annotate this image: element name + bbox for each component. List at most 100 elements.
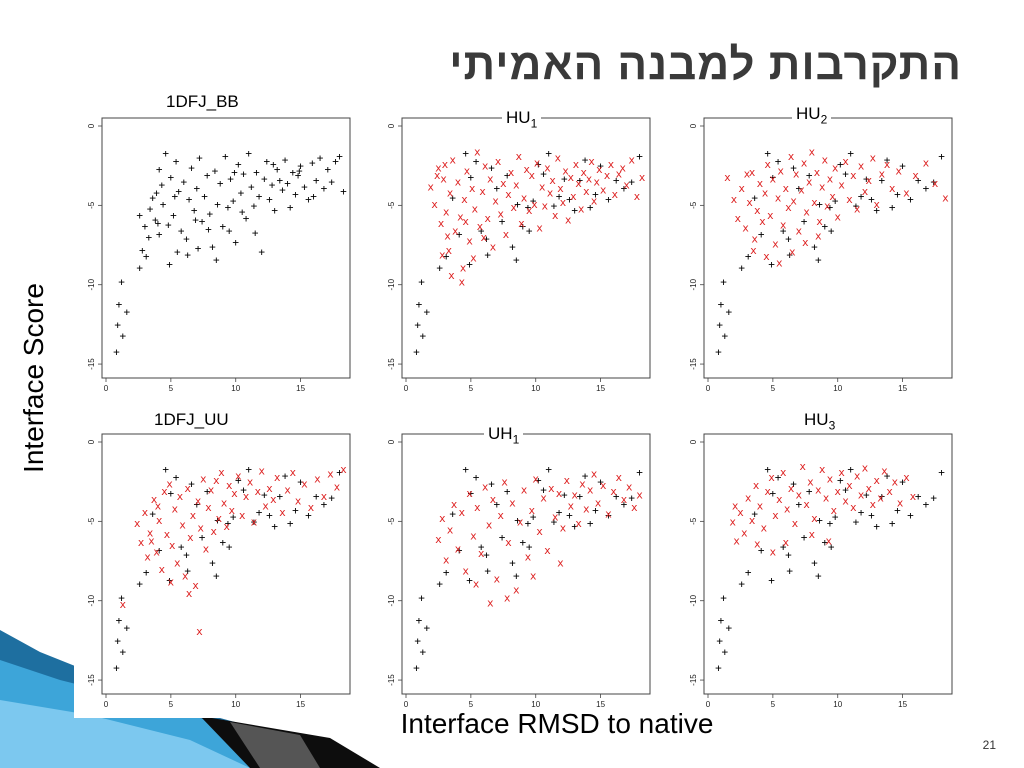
data-point-red: x [284, 484, 291, 497]
data-point-red: x [270, 493, 277, 506]
data-point-red: x [889, 182, 896, 195]
data-point-black: + [889, 517, 896, 530]
data-point-red: x [529, 169, 536, 182]
scatter-plot-svg: 0 5 10 150-5-10-15+++++++++++++++++++++++++… [87, 117, 351, 393]
data-point-red: x [724, 171, 731, 184]
data-point-black: + [484, 249, 491, 262]
data-point-black: + [449, 191, 456, 204]
data-point-red: x [850, 169, 857, 182]
data-point-red: x [591, 468, 598, 481]
data-point-red: x [557, 182, 564, 195]
data-point-black: + [873, 520, 880, 533]
data-point-red: x [824, 199, 831, 212]
data-point-black: + [183, 233, 190, 246]
data-point-red: x [595, 496, 602, 509]
data-point-red: x [764, 485, 771, 498]
data-point-red: x [497, 509, 504, 522]
data-point-red: x [477, 220, 484, 233]
scatter-panel-grid: 0 5 10 15 0 -5 -10 -15 + + + + + + + + + + + + + + + + + + + + + + + + +… [74, 92, 954, 718]
data-point-black: + [720, 276, 727, 289]
data-point-black: + [143, 566, 150, 579]
data-point-black: + [420, 329, 427, 342]
data-point-red: x [479, 185, 486, 198]
data-point-black: + [266, 193, 273, 206]
x-tick-label: 0 [104, 700, 109, 709]
data-point-black: + [847, 147, 854, 160]
scatter-plot-svg: 0 5 10 150-5-10-15+++++++++++++++++++++++++… [387, 433, 651, 709]
data-point-black: + [153, 187, 160, 200]
data-point-black: + [938, 150, 945, 163]
data-point-red: x [147, 526, 154, 539]
data-point-black: + [162, 463, 169, 476]
data-point-red: x [308, 501, 315, 514]
x-axis-label: Interface RMSD to native [400, 708, 714, 739]
data-point-red: x [754, 538, 761, 551]
scatter-panel-uh1: 0 5 10 15 0 -5 -10 -15 + + + + + + + + + + + + + + + + + + + + + + + + +… [374, 414, 662, 714]
data-point-red: x [427, 180, 434, 193]
data-point-black: + [605, 193, 612, 206]
data-point-red: x [801, 157, 808, 170]
data-point-black: + [160, 198, 167, 211]
data-point-red: x [567, 499, 574, 512]
data-point-red: x [744, 168, 751, 181]
data-point-black: + [628, 176, 635, 189]
data-point-black: + [328, 492, 335, 505]
data-point-red: x [565, 214, 572, 227]
data-point-red: x [608, 158, 615, 171]
data-point-red: x [873, 198, 880, 211]
data-point-red: x [903, 471, 910, 484]
data-point-red: x [540, 492, 547, 505]
data-point-red: x [776, 493, 783, 506]
y-tick-label: -10 [387, 278, 396, 290]
data-point-black: + [162, 147, 169, 160]
data-point-black: + [873, 204, 880, 217]
data-point-black: + [715, 345, 722, 358]
data-point-red: x [869, 498, 876, 511]
data-point-black: + [806, 169, 813, 182]
data-point-black: + [414, 318, 421, 331]
data-point-black: + [561, 488, 568, 501]
plot-frame [703, 433, 953, 695]
data-point-black: + [156, 544, 163, 557]
data-point-black: + [261, 488, 268, 501]
data-point-red: x [134, 517, 141, 530]
data-point-red: x [866, 174, 873, 187]
data-point-red: x [735, 212, 742, 225]
data-point-red: x [503, 228, 510, 241]
data-point-black: + [258, 245, 265, 258]
data-point-red: x [177, 490, 184, 503]
data-point-red: x [547, 187, 554, 200]
data-point-red: x [903, 187, 910, 200]
data-point-red: x [772, 509, 779, 522]
data-point-black: + [313, 174, 320, 187]
data-point-red: x [462, 565, 469, 578]
data-point-red: x [795, 225, 802, 238]
data-point-red: x [161, 485, 168, 498]
data-point-black: + [770, 171, 777, 184]
plot-frame [101, 433, 351, 695]
data-point-black: + [295, 169, 302, 182]
data-point-black: + [499, 531, 506, 544]
data-point-black: + [436, 261, 443, 274]
x-tick-label: 5 [169, 384, 174, 393]
data-point-black: + [795, 498, 802, 511]
data-point-red: x [509, 496, 516, 509]
data-point-black: + [828, 225, 835, 238]
data-point-red: x [749, 514, 756, 527]
data-point-red: x [591, 195, 598, 208]
y-tick-label: 0 [87, 123, 96, 128]
data-point-black: + [193, 182, 200, 195]
data-point-red: x [567, 171, 574, 184]
data-point-red: x [923, 157, 930, 170]
scatter-panel-1dfj-bb: 0 5 10 15 0 -5 -10 -15 + + + + + + + + + + + + + + + + + + + + + + + + +… [74, 98, 362, 398]
data-point-black: + [269, 179, 276, 192]
data-point-red: x [886, 485, 893, 498]
data-point-black: + [114, 634, 121, 647]
panel-title-1dfj-bb: 1DFJ_BB [162, 92, 243, 115]
data-point-red: x [513, 179, 520, 192]
data-point-black: + [149, 191, 156, 204]
data-point-red: x [505, 188, 512, 201]
data-point-red: x [807, 476, 814, 489]
x-tick-label: 15 [596, 700, 605, 709]
data-point-black: + [519, 536, 526, 549]
